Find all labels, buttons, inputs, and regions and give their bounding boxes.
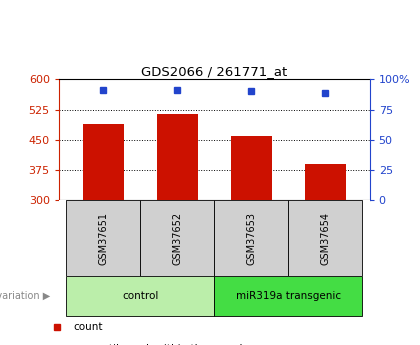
Text: genotype/variation ▶: genotype/variation ▶ bbox=[0, 291, 50, 301]
Bar bbox=[231, 136, 272, 200]
Bar bbox=[214, 276, 362, 316]
Bar bbox=[157, 114, 197, 200]
Bar bbox=[66, 276, 214, 316]
Bar bbox=[66, 200, 140, 276]
Bar bbox=[83, 124, 123, 200]
Text: percentile rank within the sample: percentile rank within the sample bbox=[74, 344, 249, 345]
Title: GDS2066 / 261771_at: GDS2066 / 261771_at bbox=[141, 65, 287, 78]
Bar bbox=[288, 200, 362, 276]
Text: GSM37654: GSM37654 bbox=[320, 211, 330, 265]
Text: GSM37653: GSM37653 bbox=[246, 211, 256, 265]
Text: count: count bbox=[74, 322, 103, 332]
Bar bbox=[305, 164, 346, 200]
Text: control: control bbox=[122, 291, 158, 301]
Text: GSM37651: GSM37651 bbox=[98, 211, 108, 265]
Bar bbox=[214, 200, 288, 276]
Text: miR319a transgenic: miR319a transgenic bbox=[236, 291, 341, 301]
Bar bbox=[140, 200, 214, 276]
Text: GSM37652: GSM37652 bbox=[172, 211, 182, 265]
